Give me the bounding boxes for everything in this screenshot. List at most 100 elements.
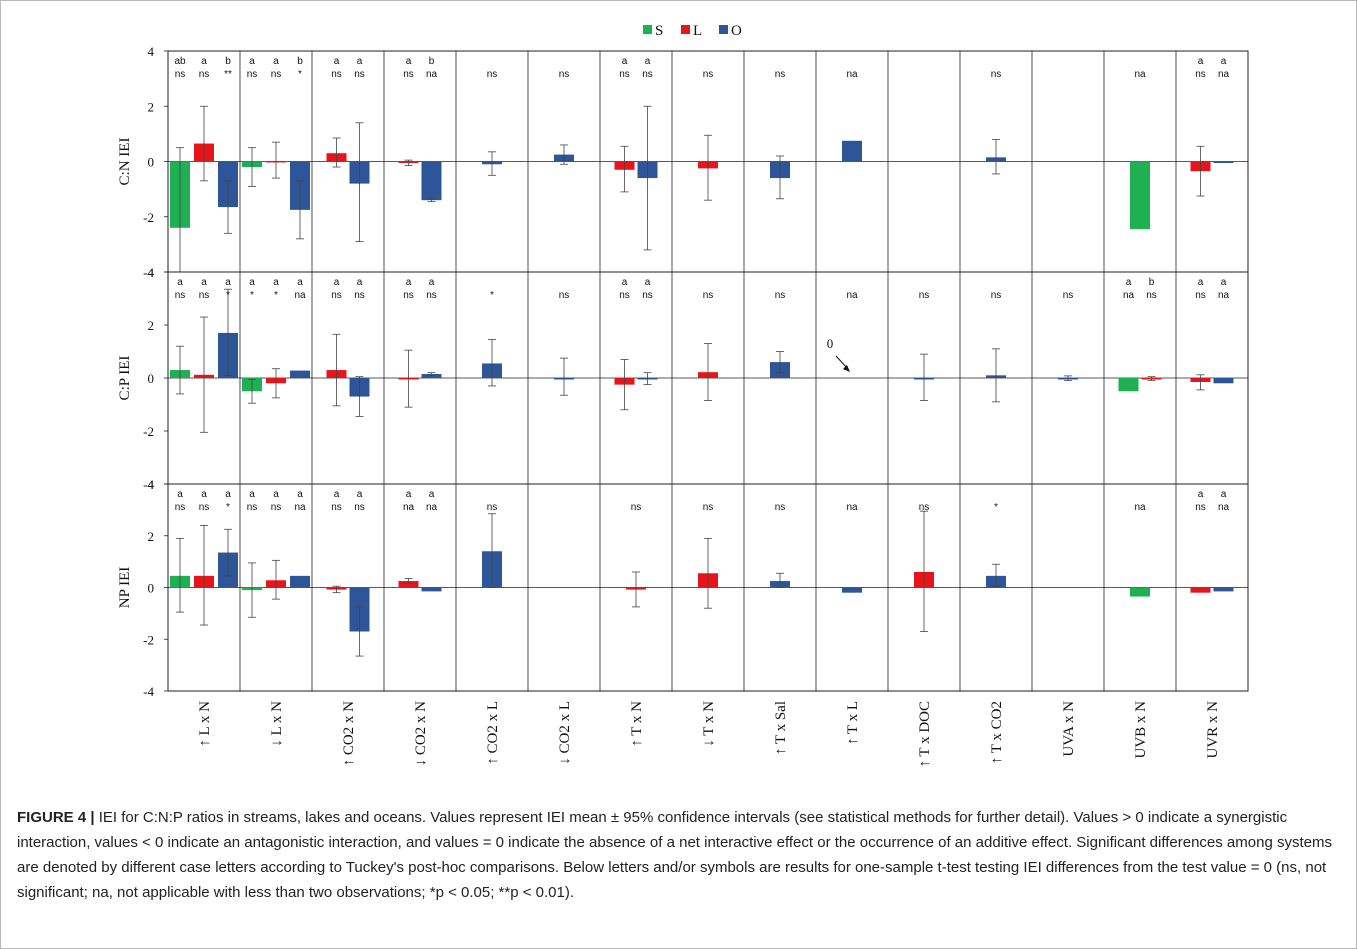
- ttest-symbol: ns: [199, 69, 210, 80]
- bar-L: [398, 581, 419, 588]
- posthoc-letter: a: [406, 56, 412, 67]
- posthoc-letter: a: [201, 277, 207, 288]
- category-label: UVR x N: [1205, 701, 1221, 759]
- ttest-symbol: ns: [487, 502, 498, 513]
- ttest-symbol: na: [1123, 290, 1135, 301]
- ttest-symbol: ns: [1195, 502, 1206, 513]
- ttest-symbol: ns: [1146, 290, 1157, 301]
- ttest-symbol: ns: [354, 290, 365, 301]
- posthoc-letter: a: [273, 56, 279, 67]
- category-label: ↑ T x N: [629, 701, 645, 747]
- posthoc-letter: b: [1149, 277, 1155, 288]
- legend-label-O: O: [731, 23, 742, 39]
- category-label: ↑ CO2 x L: [485, 701, 501, 765]
- annotation-arrowhead: [843, 365, 850, 372]
- ttest-symbol: ns: [991, 69, 1002, 80]
- posthoc-letter: a: [249, 489, 255, 500]
- category-label: ↓ CO2 x L: [557, 701, 573, 765]
- ttest-symbol: na: [426, 69, 438, 80]
- posthoc-letter: a: [406, 277, 412, 288]
- y-tick-label: -2: [143, 210, 154, 225]
- posthoc-letter: a: [1221, 277, 1227, 288]
- caption-lead: FIGURE 4 |: [17, 809, 95, 826]
- posthoc-letter: a: [429, 277, 435, 288]
- bar-O: [1213, 161, 1234, 163]
- posthoc-letter: a: [1126, 277, 1132, 288]
- y-tick-label: 2: [148, 99, 155, 114]
- y-tick-label: 0: [148, 155, 155, 170]
- ttest-symbol: *: [226, 502, 230, 513]
- ttest-symbol: ns: [247, 69, 258, 80]
- category-label: UVA x N: [1061, 701, 1077, 757]
- bar-O: [1213, 587, 1234, 592]
- category-label: ↑ T x CO2: [989, 701, 1005, 764]
- ttest-symbol: ns: [619, 69, 630, 80]
- ttest-symbol: ns: [775, 502, 786, 513]
- bar-S: [1130, 587, 1150, 597]
- ttest-symbol: ns: [271, 502, 282, 513]
- ttest-symbol: ns: [775, 290, 786, 301]
- ttest-symbol: ns: [703, 69, 714, 80]
- ttest-symbol: na: [1134, 69, 1146, 80]
- annotation-zero: 0: [827, 336, 834, 351]
- ttest-symbol: ns: [331, 290, 342, 301]
- ttest-symbol: na: [1218, 69, 1230, 80]
- bar-O: [290, 370, 310, 378]
- ttest-symbol: ns: [403, 69, 414, 80]
- posthoc-letter: a: [297, 489, 303, 500]
- category-label: ↑ T x L: [845, 701, 861, 745]
- ttest-symbol: na: [1134, 502, 1146, 513]
- ttest-symbol: *: [274, 290, 278, 301]
- posthoc-letter: a: [645, 277, 651, 288]
- ttest-symbol: ns: [559, 290, 570, 301]
- y-tick-label: 4: [148, 44, 155, 59]
- ttest-symbol: ns: [991, 290, 1002, 301]
- ttest-symbol: ns: [199, 502, 210, 513]
- posthoc-letter: a: [1198, 277, 1204, 288]
- ttest-symbol: ns: [919, 290, 930, 301]
- bar-O: [290, 575, 310, 588]
- ttest-symbol: ns: [631, 502, 642, 513]
- figure-caption: FIGURE 4 | IEI for C:N:P ratios in strea…: [17, 805, 1333, 945]
- ttest-symbol: na: [1218, 502, 1230, 513]
- bar-S: [1130, 161, 1150, 230]
- posthoc-letter: a: [1198, 489, 1204, 500]
- bar-S: [1118, 378, 1139, 392]
- y-tick-label: 4: [148, 265, 155, 280]
- posthoc-letter: a: [1221, 56, 1227, 67]
- posthoc-letter: a: [201, 56, 207, 67]
- ttest-symbol: ns: [175, 69, 186, 80]
- y-axis-label: C:N IEI: [117, 138, 133, 186]
- y-tick-label: 4: [148, 477, 155, 492]
- legend-swatch-L: [681, 25, 690, 34]
- ttest-symbol: *: [226, 290, 230, 301]
- posthoc-letter: a: [273, 489, 279, 500]
- posthoc-letter: a: [297, 277, 303, 288]
- posthoc-letter: a: [225, 489, 231, 500]
- posthoc-letter: a: [406, 489, 412, 500]
- y-tick-label: 2: [148, 318, 155, 333]
- y-tick-label: 0: [148, 371, 155, 386]
- posthoc-letter: a: [249, 277, 255, 288]
- ttest-symbol: ns: [642, 290, 653, 301]
- ttest-symbol: ns: [559, 69, 570, 80]
- ttest-symbol: *: [298, 69, 302, 80]
- ttest-symbol: ns: [354, 69, 365, 80]
- bar-O: [421, 374, 442, 378]
- posthoc-letter: ab: [174, 56, 186, 67]
- posthoc-letter: a: [334, 56, 340, 67]
- posthoc-letter: a: [357, 489, 363, 500]
- posthoc-letter: b: [429, 56, 435, 67]
- posthoc-letter: a: [622, 277, 628, 288]
- category-label: ↓ L x N: [269, 701, 285, 747]
- category-label: ↓ T x N: [701, 701, 717, 747]
- ttest-symbol: *: [994, 502, 998, 513]
- ttest-symbol: na: [403, 502, 415, 513]
- ttest-symbol: *: [250, 290, 254, 301]
- category-label: ↑ L x N: [197, 701, 213, 747]
- ttest-symbol: ns: [271, 69, 282, 80]
- bar-O: [842, 587, 862, 593]
- ttest-symbol: na: [294, 502, 306, 513]
- posthoc-letter: a: [177, 489, 183, 500]
- ttest-symbol: *: [490, 290, 494, 301]
